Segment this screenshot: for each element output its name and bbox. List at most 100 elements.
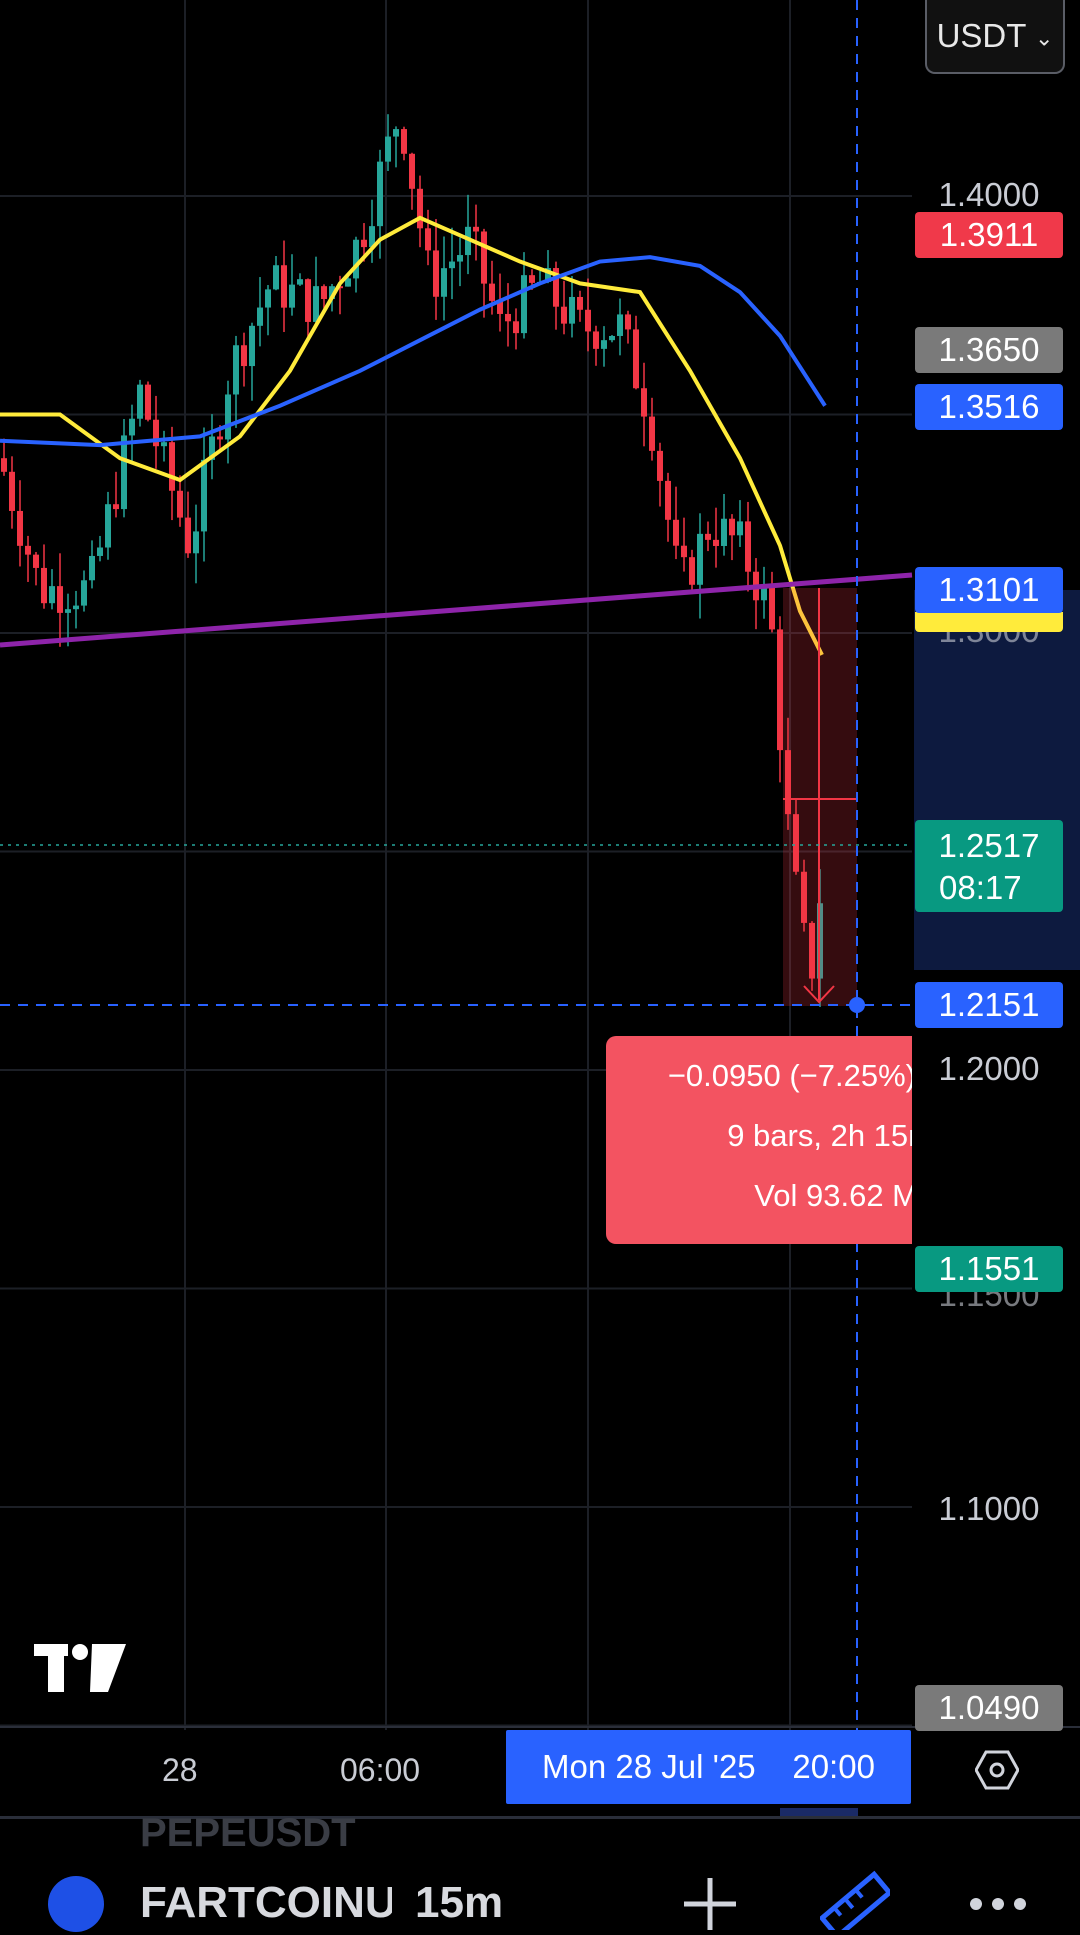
symbol-name[interactable]: FARTCOINU	[140, 1878, 392, 1927]
candle-body	[17, 510, 23, 546]
ruler-measure-icon[interactable]	[818, 1866, 894, 1935]
candle-body	[169, 442, 175, 491]
candle-body	[777, 629, 783, 751]
current-price-value: 1.2517	[938, 827, 1040, 864]
candle-countdown: 08:17	[939, 869, 1022, 906]
candle-body	[601, 340, 607, 349]
trendline-price-tag: 1.3101	[915, 567, 1063, 613]
candle-body	[49, 586, 55, 604]
candle-body	[425, 228, 431, 251]
price-axis-tick: 1.1000	[938, 1490, 1040, 1527]
candle-body	[401, 129, 407, 154]
candle-body	[9, 471, 15, 511]
candle-body	[521, 275, 527, 334]
candle-body	[577, 296, 583, 310]
candle-body	[353, 239, 359, 279]
candle-body	[793, 814, 799, 872]
candle-body	[297, 279, 303, 285]
candle-body	[657, 450, 663, 481]
price-axis-tick: 1.4000	[938, 176, 1040, 213]
candle-body	[233, 345, 239, 395]
measure-change: −0.0950 (−7.25%)	[667, 1058, 912, 1093]
measure-tool-info[interactable]: −0.0950 (−7.25%) 9 bars, 2h 15m Vol 93.6…	[606, 1036, 912, 1244]
measure-volume: Vol 93.62 M	[754, 1178, 912, 1213]
crosshair-price-tag: 1.2151	[915, 982, 1063, 1028]
chart-settings-icon[interactable]	[974, 1748, 1020, 1792]
candle-body	[97, 547, 103, 556]
candle-body	[553, 268, 559, 307]
trendline	[0, 572, 913, 648]
candle-body	[785, 750, 791, 815]
candle-body	[361, 239, 367, 248]
candle-body	[273, 265, 279, 290]
candle-body	[625, 314, 631, 330]
candle-body	[241, 345, 247, 367]
candle-body	[409, 153, 415, 189]
candle-body	[649, 416, 655, 451]
candle-body	[129, 418, 135, 436]
measure-arrow-head	[803, 985, 835, 1004]
crosshair-date-badge: Mon 28 Jul '25 20:00	[506, 1730, 911, 1804]
candle-body	[529, 275, 535, 283]
candle-body	[225, 394, 231, 440]
candle-body	[385, 136, 391, 162]
candle-body	[345, 278, 351, 287]
candle-body	[473, 226, 479, 232]
candle-body	[25, 545, 31, 555]
candle-body	[769, 585, 775, 630]
crosshair-date: Mon 28 Jul '25	[542, 1748, 756, 1785]
candle-body	[633, 329, 639, 389]
candle-body	[281, 265, 287, 308]
candle-body	[185, 517, 191, 554]
candle-body	[73, 605, 79, 610]
candle-body	[593, 331, 599, 349]
candle-body	[745, 521, 751, 572]
candle-body	[369, 226, 375, 248]
measure-bars-time: 9 bars, 2h 15m	[727, 1118, 912, 1153]
candle-body	[681, 545, 687, 558]
crosshair-time: 20:00	[792, 1748, 875, 1785]
candle-body	[201, 459, 207, 532]
candle-body	[377, 161, 383, 227]
candle-body	[569, 296, 575, 324]
candle-body	[665, 480, 671, 520]
currency-label: USDT	[936, 17, 1026, 54]
candle-body	[57, 586, 63, 613]
candle-body	[441, 268, 447, 297]
chevron-down-icon: ⌄	[1034, 25, 1054, 51]
chart-grid	[0, 0, 912, 1730]
candle-body	[505, 313, 511, 322]
level-price-tag-bottom: 1.0490	[915, 1685, 1063, 1731]
candle-body	[457, 255, 463, 262]
candle-body	[393, 129, 399, 137]
candle-body	[265, 289, 271, 308]
candle-body	[1, 458, 7, 472]
candle-body	[641, 388, 647, 417]
candle-body	[193, 531, 199, 554]
symbol-logo-icon	[48, 1876, 104, 1932]
candle-body	[673, 519, 679, 546]
candle-body	[177, 490, 183, 518]
candle-body	[81, 580, 87, 606]
candle-body	[809, 922, 815, 979]
ma-fast-line	[0, 215, 824, 656]
current-price-tag: 1.2517 08:17	[915, 820, 1063, 912]
candle-body	[153, 419, 159, 447]
interval-selector[interactable]: 15m	[415, 1878, 504, 1927]
candle-body	[105, 504, 111, 548]
candle-body	[137, 384, 143, 419]
candle-body	[145, 384, 151, 420]
candle-body	[721, 518, 727, 546]
currency-selector-button[interactable]: USDT ⌄	[925, 0, 1065, 74]
candle-body	[217, 436, 223, 440]
candle-body	[561, 306, 567, 324]
candle-body	[585, 309, 591, 332]
more-options-icon[interactable]	[968, 1896, 1028, 1912]
candle-body	[321, 286, 327, 300]
add-plus-icon[interactable]	[682, 1874, 738, 1930]
candle-body	[41, 567, 47, 604]
high-price-tag: 1.3911	[915, 212, 1063, 258]
candle-body	[689, 557, 695, 585]
candle-body	[89, 555, 95, 581]
